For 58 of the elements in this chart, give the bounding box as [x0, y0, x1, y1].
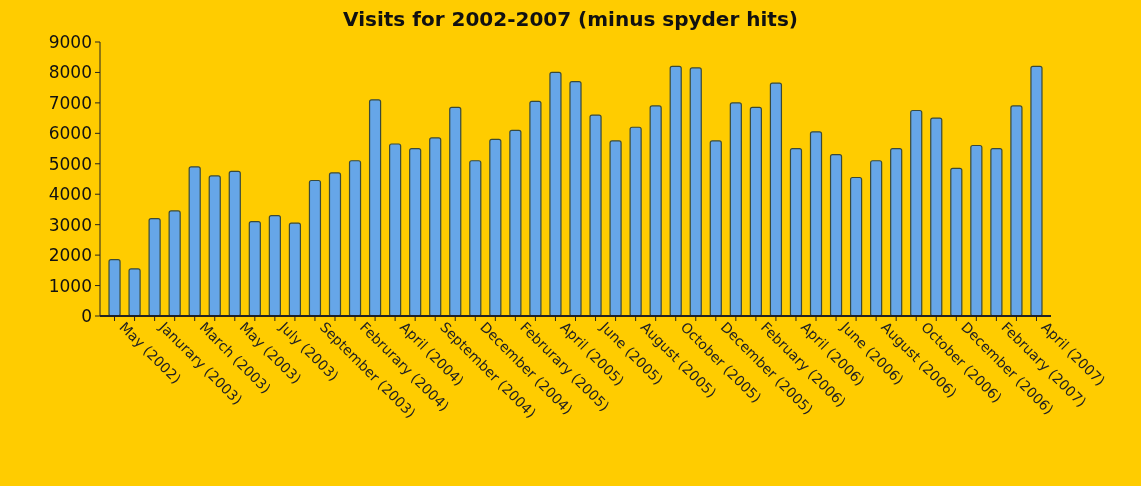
- bar: [829, 154, 843, 317]
- bar: [168, 210, 181, 317]
- bar: [308, 179, 322, 317]
- bar: [669, 65, 682, 317]
- bar: [108, 259, 121, 317]
- bar: [729, 102, 742, 317]
- bar: [910, 109, 923, 317]
- bar: [569, 80, 582, 317]
- y-tick-label: 6000: [48, 123, 92, 144]
- y-tick-label: 4000: [48, 184, 92, 205]
- bar: [1030, 65, 1043, 317]
- bar: [208, 175, 221, 317]
- bar: [228, 170, 241, 317]
- bar: [549, 71, 562, 317]
- bar: [128, 268, 141, 317]
- y-tick-label: 0: [81, 305, 92, 326]
- bar: [409, 147, 422, 317]
- bar: [870, 160, 883, 317]
- bar: [649, 105, 662, 317]
- bar: [849, 176, 863, 317]
- bar: [368, 99, 382, 317]
- bar: [389, 143, 402, 317]
- bar: [429, 137, 442, 317]
- y-tick-label: 8000: [48, 62, 92, 83]
- bar: [328, 172, 342, 317]
- bar: [589, 114, 602, 317]
- bar: [509, 129, 522, 317]
- bar: [950, 167, 963, 317]
- bar: [990, 147, 1003, 317]
- y-tick-label: 2000: [48, 245, 92, 266]
- bar: [529, 100, 542, 317]
- bar: [789, 147, 803, 317]
- y-tick-label: 7000: [48, 92, 92, 113]
- y-tick-label: 9000: [48, 31, 92, 52]
- bar: [890, 147, 903, 317]
- bar: [248, 221, 261, 317]
- bar: [609, 140, 622, 317]
- bar: [288, 222, 302, 317]
- bar: [268, 214, 281, 317]
- bar: [489, 138, 502, 317]
- bar: [930, 117, 943, 317]
- bar: [769, 82, 783, 317]
- bar: [348, 160, 362, 317]
- chart-title: Visits for 2002-2007 (minus spyder hits): [343, 7, 798, 31]
- bar: [970, 144, 983, 317]
- bar: [809, 131, 823, 317]
- bar: [148, 217, 161, 317]
- y-tick-label: 1000: [48, 275, 92, 296]
- bar: [709, 140, 722, 317]
- y-tick-label: 3000: [48, 214, 92, 235]
- bar: [449, 106, 462, 317]
- bar: [1010, 105, 1023, 317]
- bar: [749, 106, 762, 317]
- bar: [469, 160, 482, 317]
- bar: [188, 166, 201, 317]
- bar: [629, 126, 642, 317]
- y-tick-label: 5000: [48, 153, 92, 174]
- bar: [689, 67, 702, 317]
